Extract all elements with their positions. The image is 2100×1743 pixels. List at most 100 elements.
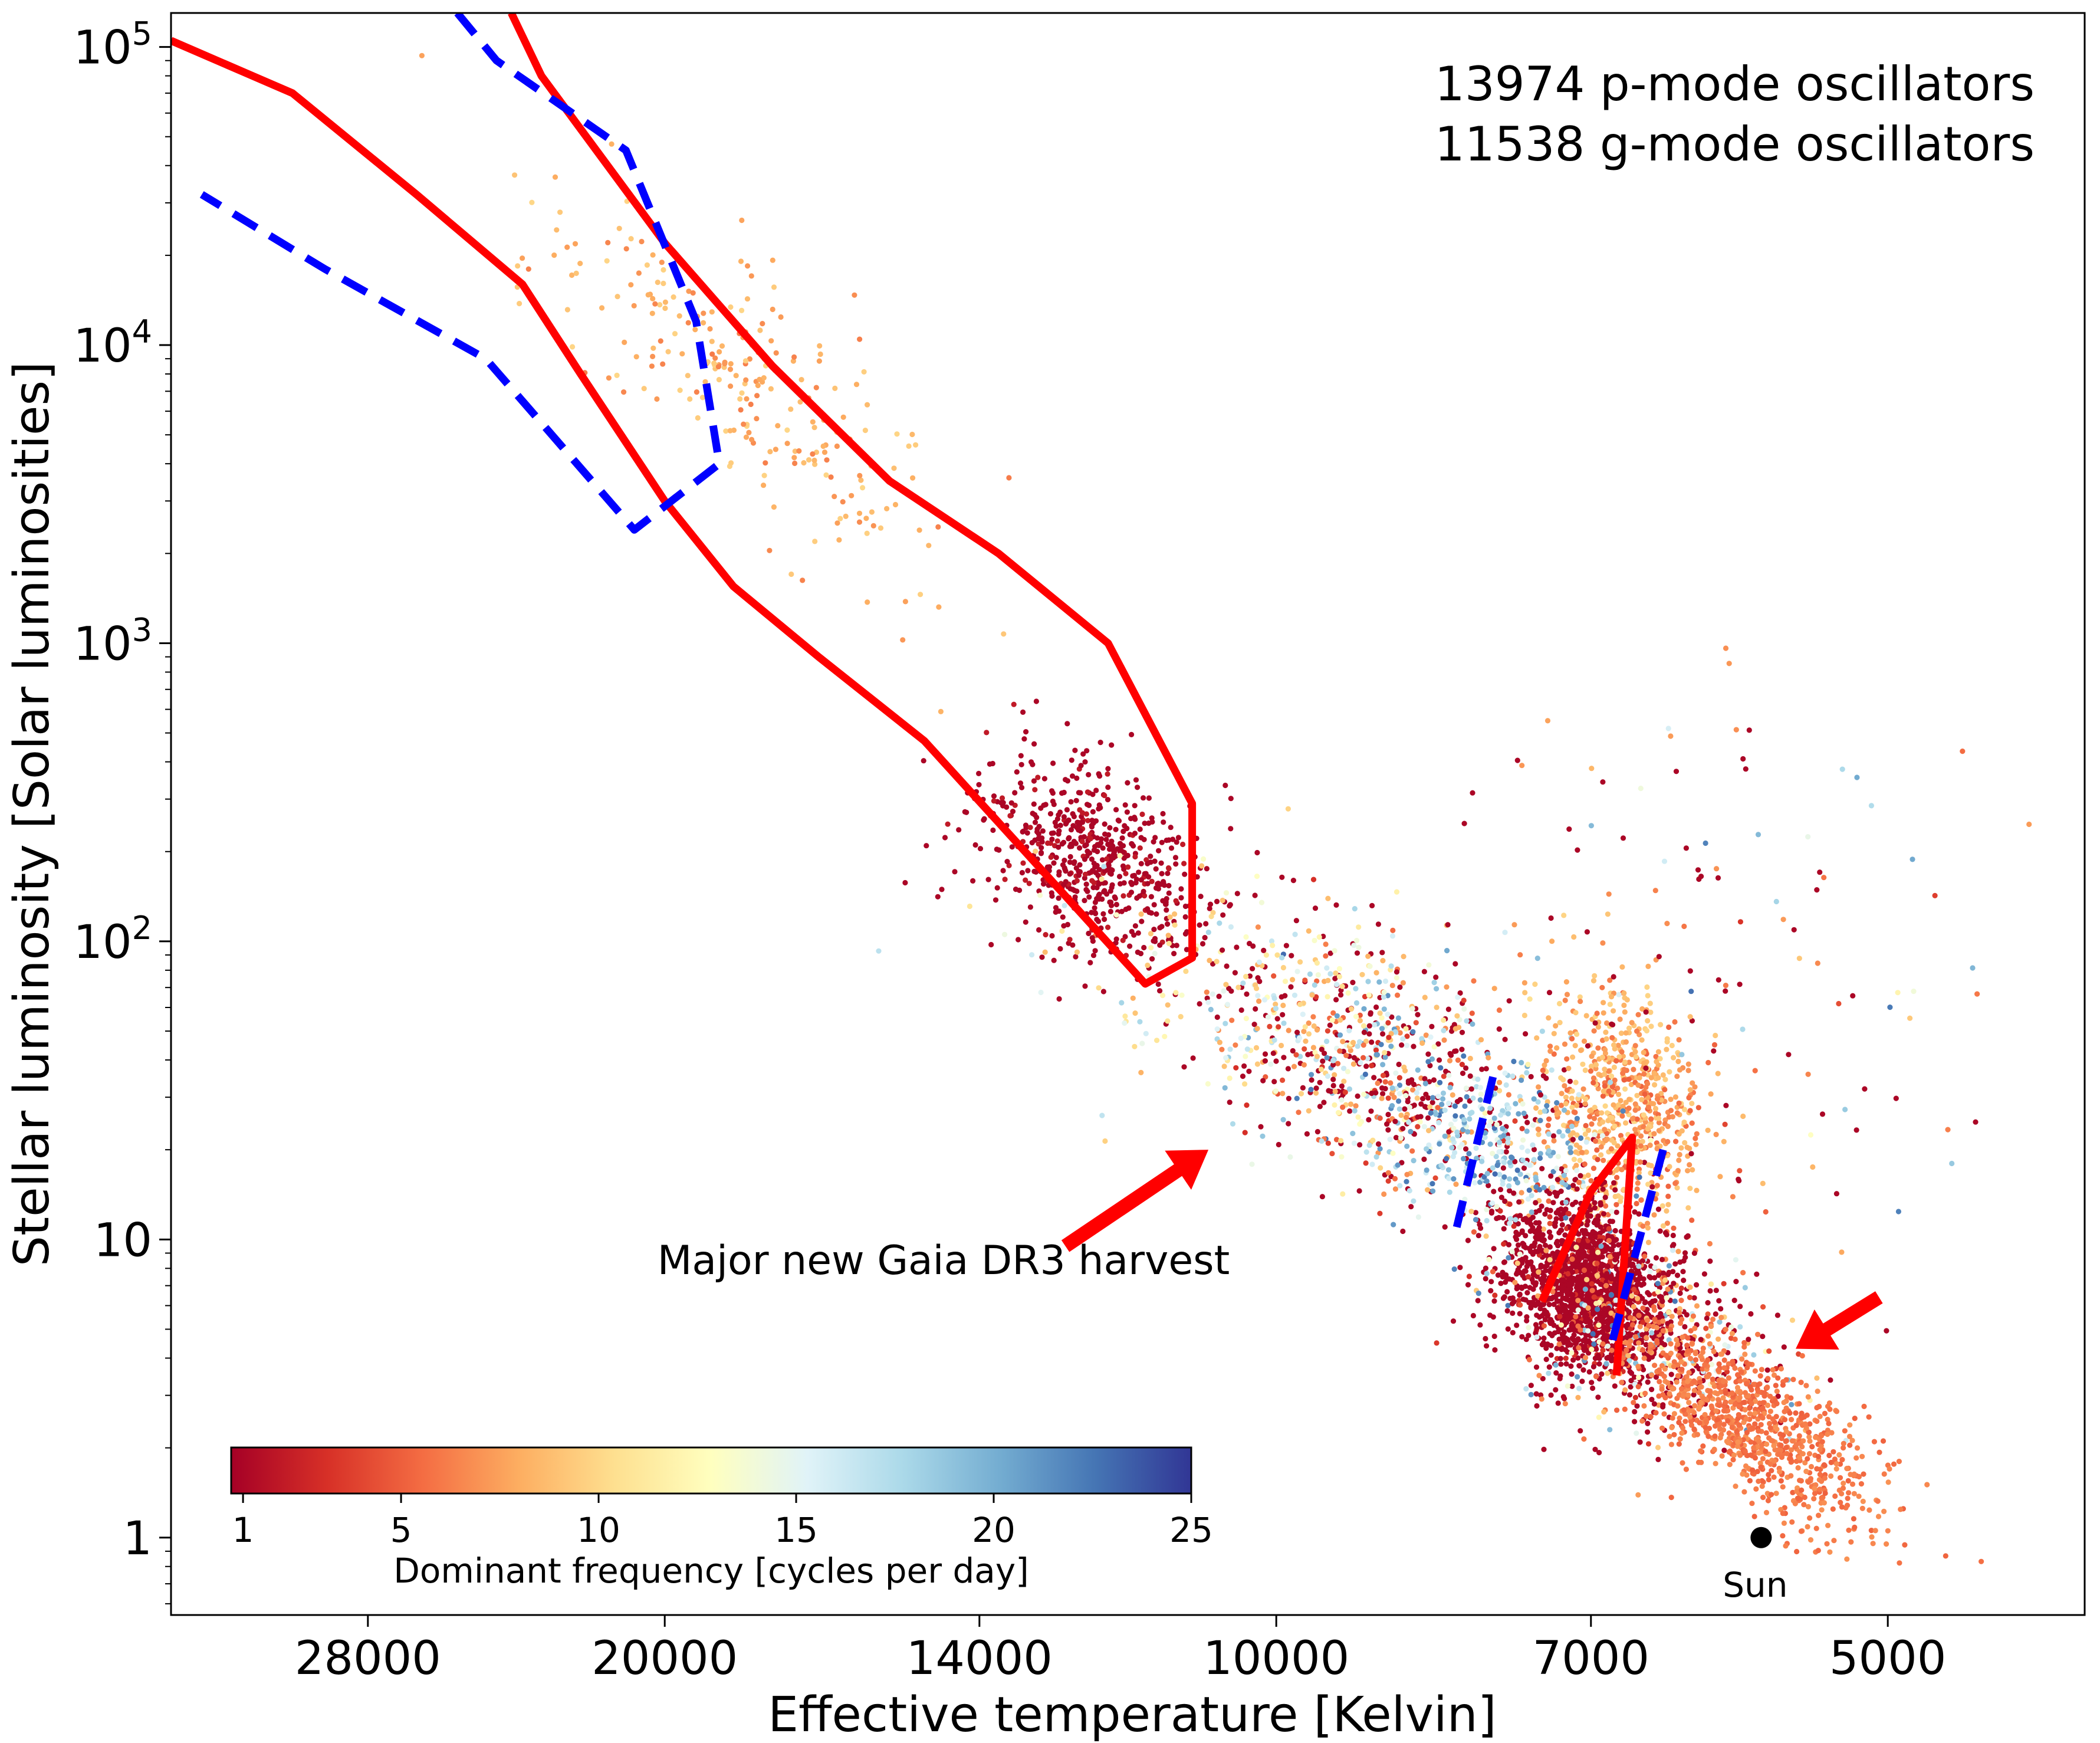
star-point: [1339, 1097, 1345, 1103]
star-point: [977, 846, 984, 852]
star-point: [1393, 1070, 1399, 1076]
star-point: [1555, 1177, 1560, 1183]
star-point: [1556, 1129, 1562, 1135]
star-point: [1661, 1373, 1667, 1380]
star-point: [1096, 891, 1102, 897]
star-point: [1250, 966, 1256, 971]
star-point: [1013, 887, 1019, 892]
star-point: [1648, 1163, 1654, 1168]
star-point: [1553, 1362, 1559, 1368]
star-point: [1588, 1068, 1594, 1074]
star-point: [1740, 1270, 1746, 1276]
star-point: [1759, 1483, 1765, 1489]
star-point: [1569, 1350, 1575, 1356]
star-point: [1290, 878, 1296, 884]
star-point: [1769, 1468, 1774, 1473]
star-point: [1848, 1539, 1854, 1545]
star-point: [1570, 1275, 1576, 1281]
star-point: [1662, 1086, 1668, 1092]
star-point: [1373, 1090, 1379, 1096]
star-point: [1435, 1041, 1441, 1047]
star-point: [1783, 1543, 1789, 1549]
star-point: [1607, 1253, 1613, 1260]
star-point: [1605, 1327, 1611, 1333]
star-point: [1632, 1049, 1638, 1055]
star-point: [1693, 1135, 1698, 1141]
star-point: [1595, 1307, 1601, 1312]
star-point: [1560, 1394, 1566, 1400]
star-point: [1621, 1002, 1627, 1008]
star-point: [1093, 818, 1099, 824]
star-point: [1136, 893, 1142, 899]
star-point: [1726, 1375, 1732, 1381]
star-point: [1708, 1091, 1714, 1097]
star-point: [1794, 1488, 1800, 1494]
star-point: [994, 885, 1000, 891]
star-point: [1552, 1330, 1557, 1336]
star-point: [1583, 1013, 1589, 1019]
star-point: [1856, 1493, 1862, 1499]
star-point: [976, 770, 982, 776]
star-point: [1686, 1095, 1692, 1101]
star-point: [1534, 1232, 1540, 1238]
star-point: [1004, 859, 1010, 865]
star-point: [1533, 1200, 1539, 1206]
star-point: [1125, 864, 1131, 870]
star-point: [1710, 1376, 1716, 1382]
star-point: [1763, 1449, 1769, 1455]
star-point: [1615, 1242, 1622, 1248]
star-point: [1314, 1129, 1320, 1135]
star-point: [1593, 1062, 1599, 1068]
star-point: [1634, 1092, 1640, 1098]
star-point: [1692, 1084, 1698, 1090]
star-point: [1559, 1227, 1565, 1233]
star-point: [1591, 1341, 1597, 1347]
star-point: [970, 878, 976, 884]
star-point: [1696, 1390, 1702, 1396]
star-point: [1540, 1238, 1546, 1244]
star-point: [1342, 1089, 1348, 1095]
star-point: [1032, 819, 1039, 825]
star-point: [1385, 1095, 1391, 1101]
star-point: [1703, 1424, 1708, 1430]
star-point: [1880, 1438, 1887, 1444]
star-point: [1064, 921, 1071, 928]
star-point: [1516, 1111, 1521, 1117]
star-point: [1324, 1055, 1330, 1061]
star-point: [1500, 1295, 1506, 1301]
star-point: [1166, 882, 1172, 889]
star-point: [1019, 869, 1025, 876]
star-point: [1030, 761, 1036, 767]
star-point: [1330, 1076, 1336, 1082]
star-point: [1764, 1441, 1770, 1447]
star-point: [1136, 869, 1142, 875]
star-point: [1780, 1533, 1786, 1539]
star-point: [1599, 984, 1605, 990]
star-point: [1521, 1242, 1527, 1248]
star-point: [1697, 1379, 1703, 1385]
star-point: [1151, 839, 1156, 845]
star-point: [1102, 821, 1107, 827]
star-point: [1083, 842, 1089, 848]
star-point: [1652, 1275, 1658, 1281]
star-point: [1117, 847, 1123, 854]
star-point: [1027, 825, 1033, 831]
star-point: [1512, 1279, 1518, 1285]
star-point: [1157, 942, 1163, 948]
star-point: [1396, 1091, 1403, 1097]
star-point: [1584, 1276, 1590, 1282]
star-point: [1757, 1373, 1763, 1379]
star-point: [1242, 1130, 1248, 1135]
star-point: [1381, 1191, 1387, 1197]
star-point: [1084, 789, 1090, 795]
star-point: [1421, 969, 1427, 974]
star-point: [902, 879, 908, 886]
star-point: [1633, 1054, 1639, 1060]
star-point: [1528, 1391, 1534, 1397]
star-point: [1705, 1333, 1711, 1339]
star-point: [1682, 1324, 1688, 1330]
star-point: [1104, 856, 1110, 862]
star-point: [1145, 881, 1151, 887]
star-point: [1620, 1104, 1626, 1110]
star-point: [1659, 1298, 1665, 1304]
